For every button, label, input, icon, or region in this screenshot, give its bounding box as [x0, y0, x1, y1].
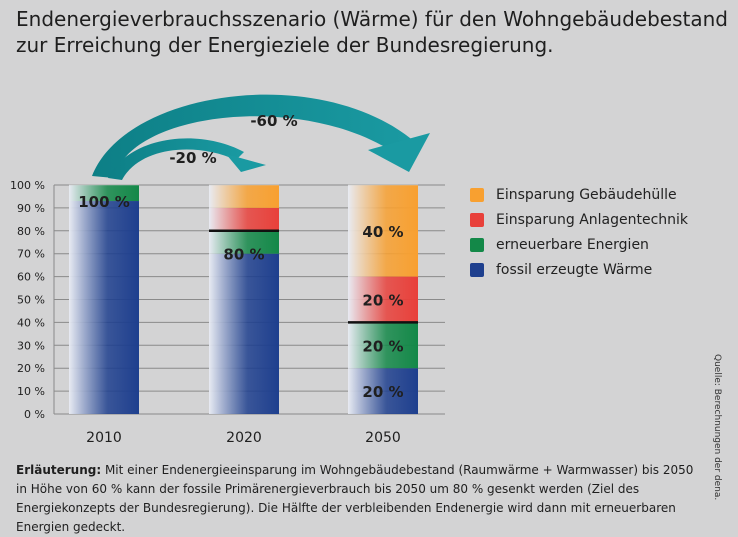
bar-data-label: 40 %	[362, 223, 403, 241]
bar-segment	[209, 253, 279, 414]
bar-data-label: 80 %	[223, 246, 264, 264]
arrows: -20 % -60 %	[92, 94, 430, 180]
explanation-text: Mit einer Endenergieeinsparung im Wohnge…	[16, 463, 694, 534]
y-axis-ticks: 0 % 10 % 20 % 30 % 40 % 50 % 60 % 70 % 80 % 90 % 1…	[10, 179, 45, 421]
x-tick-label: 2010	[86, 430, 122, 446]
legend-label: Einsparung Anlagentechnik	[496, 211, 689, 228]
explanation-label: Erläuterung:	[16, 463, 102, 477]
legend-swatch	[470, 212, 484, 227]
bar-segment	[209, 185, 279, 208]
y-tick-label: 80 %	[17, 225, 45, 238]
y-tick-label: 100 %	[10, 179, 45, 192]
y-tick-label: 50 %	[17, 294, 45, 307]
bar-segment	[348, 276, 418, 323]
legend-swatch	[470, 262, 484, 277]
stacked-bar-chart: 0 % 10 % 20 % 30 % 40 % 50 % 60 % 70 % 80 % 90 % 1…	[10, 94, 445, 446]
y-tick-label: 90 %	[17, 202, 45, 215]
legend-item-fossil: fossil erzeugte Wärme	[470, 257, 688, 282]
bar-segment	[348, 185, 418, 277]
explanation: Erläuterung: Mit einer Endenergieeinspar…	[16, 461, 706, 537]
y-tick-label: 30 %	[17, 339, 45, 352]
bars: 100 % 80 % 20 % 20 % 20 % 40 %	[69, 184, 418, 414]
legend-item-erneuerbare: erneuerbare Energien	[470, 232, 688, 257]
legend-swatch	[470, 237, 484, 252]
legend-label: Einsparung Gebäudehülle	[496, 186, 677, 203]
y-tick-label: 70 %	[17, 248, 45, 261]
annotation-minus-20: -20 %	[169, 149, 216, 167]
legend-label: erneuerbare Energien	[496, 236, 649, 253]
legend-item-anlagentechnik: Einsparung Anlagentechnik	[470, 207, 688, 232]
bar-data-label: 20 %	[362, 292, 403, 310]
arrow-minus-60-head	[368, 133, 430, 172]
y-tick-label: 20 %	[17, 362, 45, 375]
bar-segment	[348, 368, 418, 414]
bar-segment	[69, 201, 139, 414]
legend-swatch	[470, 187, 484, 202]
chart-title: Endenergieverbrauchsszenario (Wärme) für…	[16, 6, 728, 58]
x-tick-label: 2050	[365, 430, 401, 446]
x-tick-label: 2020	[226, 430, 262, 446]
bar-data-label: 20 %	[362, 337, 403, 355]
y-tick-label: 0 %	[24, 408, 45, 421]
chart-title-line-1: Endenergieverbrauchsszenario (Wärme) für…	[16, 7, 728, 31]
source-note: Quelle: Berechnungen der dena.	[712, 354, 722, 501]
bar-segment	[69, 185, 139, 202]
y-tick-label: 10 %	[17, 385, 45, 398]
bar-segment	[209, 207, 279, 231]
chart-title-line-2: zur Erreichung der Energieziele der Bund…	[16, 33, 554, 57]
legend-label: fossil erzeugte Wärme	[496, 261, 653, 278]
arrow-minus-60	[92, 94, 415, 178]
arrow-minus-20	[108, 138, 244, 180]
bar-segment	[348, 322, 418, 369]
bar-data-label: 100 %	[78, 193, 130, 211]
arrow-minus-20-head	[226, 154, 266, 172]
y-tick-label: 40 %	[17, 316, 45, 329]
legend-item-gebaeudehuelle: Einsparung Gebäudehülle	[470, 182, 688, 207]
annotation-minus-60: -60 %	[250, 112, 297, 130]
bar-segment	[209, 230, 279, 254]
legend: Einsparung Gebäudehülle Einsparung Anlag…	[470, 182, 688, 282]
bar-data-label: 20 %	[362, 383, 403, 401]
y-tick-label: 60 %	[17, 271, 45, 284]
x-axis-ticks: 2010 2020 2050	[86, 430, 401, 446]
